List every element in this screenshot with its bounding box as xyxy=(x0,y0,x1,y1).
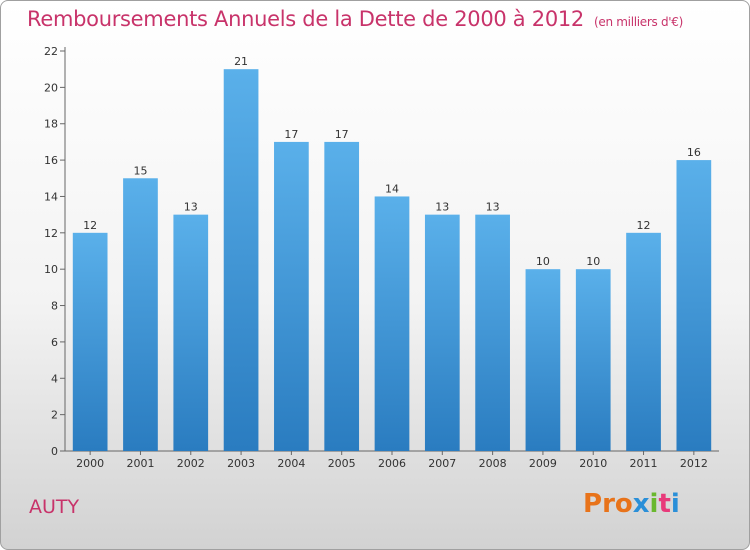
y-tick-label: 18 xyxy=(44,118,58,131)
bar xyxy=(424,214,460,451)
x-tick-label: 2001 xyxy=(126,457,154,470)
bar xyxy=(525,269,561,451)
chart-unit: (en milliers d'€) xyxy=(594,15,684,29)
y-tick-label: 8 xyxy=(51,300,58,313)
bar-value-label: 10 xyxy=(586,255,600,268)
x-tick-label: 2009 xyxy=(529,457,557,470)
bar-value-label: 14 xyxy=(385,182,399,195)
x-tick-label: 2000 xyxy=(76,457,104,470)
bar-value-label: 17 xyxy=(284,128,298,141)
bar-value-label: 12 xyxy=(637,219,651,232)
y-tick-label: 0 xyxy=(51,445,58,458)
bar xyxy=(274,141,309,451)
y-tick-label: 4 xyxy=(51,372,58,385)
bar xyxy=(223,69,259,451)
bar-value-label: 10 xyxy=(536,255,550,268)
bar-value-label: 12 xyxy=(83,219,97,232)
y-tick-label: 12 xyxy=(44,227,58,240)
y-tick-label: 22 xyxy=(44,45,58,58)
logo-letter: x xyxy=(632,489,650,519)
y-tick-label: 6 xyxy=(51,336,58,349)
x-tick-label: 2003 xyxy=(227,457,255,470)
bar xyxy=(173,214,209,451)
commune-name: AUTY xyxy=(29,496,80,518)
x-tick-label: 2006 xyxy=(378,457,406,470)
logo-letter: r xyxy=(602,489,615,519)
bar xyxy=(374,196,410,451)
x-tick-label: 2008 xyxy=(479,457,507,470)
x-tick-label: 2011 xyxy=(630,457,658,470)
logo-letter: i xyxy=(649,489,659,519)
y-tick-label: 10 xyxy=(44,263,58,276)
bar-value-label: 21 xyxy=(234,55,248,68)
logo-letter: i xyxy=(670,489,680,519)
y-tick-label: 20 xyxy=(44,81,58,94)
chart-title-text: Remboursements Annuels de la Dette de 20… xyxy=(27,7,584,31)
bar xyxy=(575,269,611,451)
chart-title: Remboursements Annuels de la Dette de 20… xyxy=(27,7,683,31)
bar xyxy=(324,141,360,451)
proxiti-logo: Proxiti xyxy=(583,489,680,519)
bar xyxy=(72,232,108,451)
bar xyxy=(123,178,158,452)
x-tick-label: 2010 xyxy=(579,457,607,470)
y-tick-label: 16 xyxy=(44,154,58,167)
bar xyxy=(676,160,712,451)
y-tick-label: 14 xyxy=(44,190,58,203)
x-tick-label: 2004 xyxy=(277,457,305,470)
bar-value-label: 13 xyxy=(486,201,500,214)
bar-value-label: 15 xyxy=(133,164,147,177)
bar-value-label: 17 xyxy=(335,128,349,141)
bar xyxy=(475,214,510,451)
x-tick-label: 2007 xyxy=(428,457,456,470)
x-tick-label: 2005 xyxy=(328,457,356,470)
logo-letter: o xyxy=(614,489,633,519)
x-tick-label: 2012 xyxy=(680,457,708,470)
bar-value-label: 16 xyxy=(687,146,701,159)
bar xyxy=(626,232,661,451)
x-tick-label: 2002 xyxy=(177,457,205,470)
logo-letter: P xyxy=(583,489,603,519)
bar-value-label: 13 xyxy=(435,201,449,214)
y-tick-label: 2 xyxy=(51,409,58,422)
bar-value-label: 13 xyxy=(184,201,198,214)
logo-letter: t xyxy=(658,489,671,519)
